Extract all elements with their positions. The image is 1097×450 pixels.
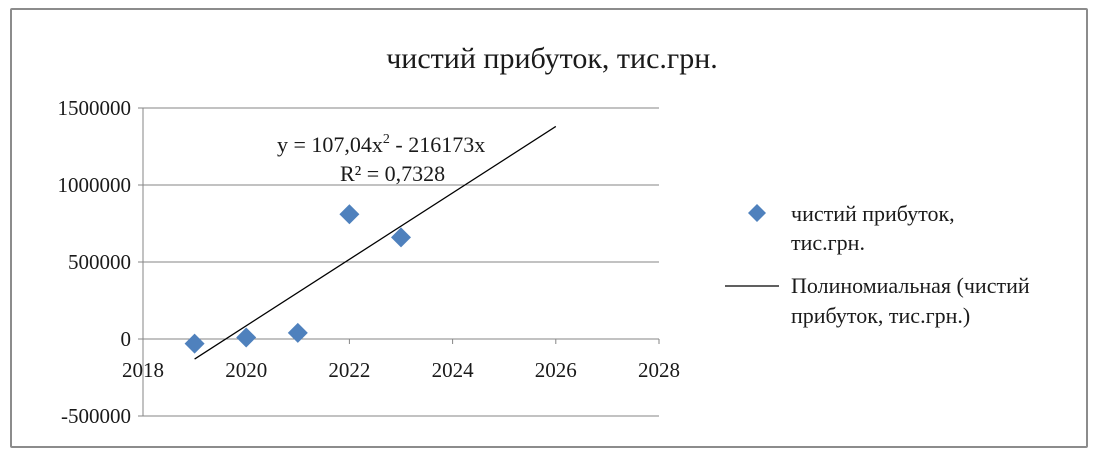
gridlines xyxy=(143,107,659,417)
x-tick-label: 2020 xyxy=(225,358,267,382)
x-tick-label: 2022 xyxy=(328,358,370,382)
legend-item-trendline: Полиномиальная (чистий прибуток, тис.грн… xyxy=(725,273,1030,328)
r-squared-text: R² = 0,7328 xyxy=(340,161,445,186)
chart-frame: чистий прибуток, тис.грн. -500000 0 500000… xyxy=(10,8,1088,448)
y-tick-label: -500000 xyxy=(61,404,131,428)
chart-title: чистий прибуток, тис.грн. xyxy=(386,42,718,75)
legend-trendline-label-line2: прибуток, тис.грн.) xyxy=(791,303,970,328)
equation-prefix: y = 107,04x xyxy=(277,132,383,157)
data-point xyxy=(236,327,257,348)
data-point xyxy=(287,322,308,343)
y-tick-label: 1000000 xyxy=(58,173,132,197)
x-tick-label: 2028 xyxy=(638,358,680,382)
trendline-equation: y = 107,04x2 - 216173x R² = 0,7328 xyxy=(277,132,485,186)
equation-suffix: - 216173x xyxy=(390,132,485,157)
legend-series-label-line2: тис.грн. xyxy=(791,230,865,255)
y-tick-label: 0 xyxy=(121,327,132,351)
trendline-equation-text: y = 107,04x2 - 216173x xyxy=(277,132,485,157)
x-tick-label: 2018 xyxy=(122,358,164,382)
legend-series-label-line1: чистий прибуток, xyxy=(791,201,955,226)
tick-labels: -500000 0 500000 1000000 1500000 2018 2020 2022… xyxy=(58,96,681,428)
y-tick-label: 1500000 xyxy=(58,96,132,120)
y-tick-label: 500000 xyxy=(68,250,131,274)
data-point xyxy=(391,227,411,248)
trendline-layer xyxy=(194,125,557,360)
x-tick-label: 2024 xyxy=(432,358,475,382)
data-points xyxy=(184,204,411,354)
legend: чистий прибуток, тис.грн. Полиномиальная… xyxy=(725,201,1030,328)
equation-exponent: 2 xyxy=(383,132,390,147)
chart-canvas: чистий прибуток, тис.грн. -500000 0 500000… xyxy=(58,42,1030,428)
legend-trendline-label-line1: Полиномиальная (чистий xyxy=(791,273,1030,298)
data-point xyxy=(339,204,360,225)
data-point xyxy=(184,333,205,354)
trendline xyxy=(194,125,557,360)
x-tick-label: 2026 xyxy=(535,358,577,382)
legend-item-series: чистий прибуток, тис.грн. xyxy=(748,201,955,255)
legend-diamond-marker xyxy=(748,204,766,222)
